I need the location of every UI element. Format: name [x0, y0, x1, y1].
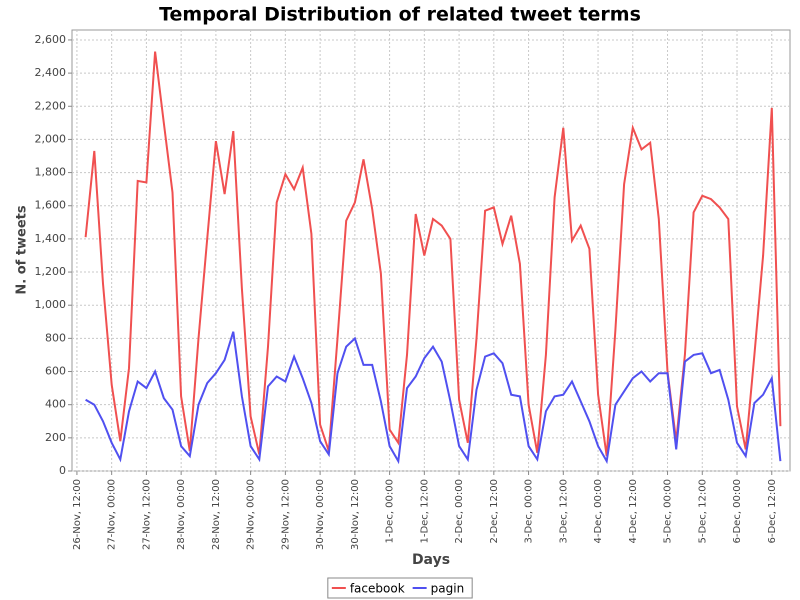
legend: facebook pagin — [327, 577, 473, 599]
x-tick-label: 4-Dec, 00:00 — [593, 479, 604, 544]
plot-area — [71, 29, 791, 472]
x-tick-label: 29-Nov, 00:00 — [246, 479, 257, 550]
chart-title: Temporal Distribution of related tweet t… — [159, 4, 641, 26]
y-tick-label: 1,000 — [35, 298, 67, 311]
y-tick-label: 400 — [45, 398, 66, 411]
x-tick-label: 6-Dec, 12:00 — [767, 479, 778, 544]
legend-label: facebook — [350, 582, 405, 596]
y-tick-label: 0 — [59, 464, 66, 477]
y-tick-label: 1,800 — [35, 166, 67, 179]
y-tick-label: 2,000 — [35, 132, 67, 145]
y-tick-label: 800 — [45, 331, 66, 344]
y-tick-label: 600 — [45, 365, 66, 378]
x-tick-label: 26-Nov, 12:00 — [72, 479, 83, 550]
y-tick-label: 1,600 — [35, 199, 67, 212]
x-tick-label: 30-Nov, 00:00 — [315, 479, 326, 550]
y-axis-label: N. of tweets — [15, 205, 30, 295]
y-tick-label: 1,400 — [35, 232, 67, 245]
x-tick-label: 5-Dec, 12:00 — [697, 479, 708, 544]
series-line — [85, 331, 782, 465]
legend-label: pagin — [431, 582, 465, 596]
x-tick-label: 29-Nov, 12:00 — [280, 479, 291, 550]
series-line — [84, 51, 782, 457]
x-tick-label: 2-Dec, 00:00 — [454, 479, 465, 544]
y-tick-label: 2,600 — [35, 33, 67, 46]
legend-box — [327, 577, 473, 599]
x-tick-label: 3-Dec, 12:00 — [558, 479, 569, 544]
y-tick-label: 1,200 — [35, 265, 67, 278]
x-tick-label: 6-Dec, 00:00 — [732, 479, 743, 544]
x-tick-label: 3-Dec, 00:00 — [524, 479, 535, 544]
x-tick-label: 27-Nov, 00:00 — [107, 479, 118, 550]
x-tick-label: 1-Dec, 12:00 — [419, 479, 430, 544]
x-tick-label: 2-Dec, 12:00 — [489, 479, 500, 544]
x-tick-label: 28-Nov, 00:00 — [176, 479, 187, 550]
x-tick-label: 5-Dec, 00:00 — [663, 479, 674, 544]
x-tick-label: 1-Dec, 00:00 — [385, 479, 396, 544]
x-axis-label: Days — [412, 552, 450, 568]
y-tick-label: 2,400 — [35, 66, 67, 79]
y-tick-label: 2,200 — [35, 99, 67, 112]
x-tick-label: 30-Nov, 12:00 — [350, 479, 361, 550]
y-tick-label: 200 — [45, 431, 66, 444]
x-tick-label: 28-Nov, 12:00 — [211, 479, 222, 550]
x-tick-label: 4-Dec, 12:00 — [628, 479, 639, 544]
x-tick-label: 27-Nov, 12:00 — [141, 479, 152, 550]
